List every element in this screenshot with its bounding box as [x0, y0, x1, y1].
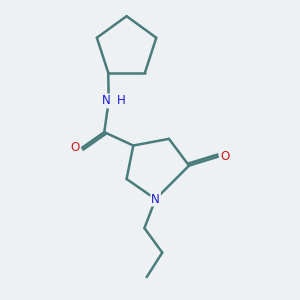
Text: O: O [70, 141, 80, 154]
Text: N: N [151, 193, 160, 206]
Text: O: O [220, 150, 230, 163]
Text: H: H [117, 94, 125, 107]
Text: N: N [102, 94, 111, 107]
